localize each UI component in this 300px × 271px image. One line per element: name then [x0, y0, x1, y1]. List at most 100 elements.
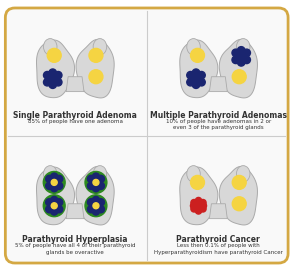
Text: Single Parathyroid Adenoma: Single Parathyroid Adenoma: [13, 111, 137, 120]
Ellipse shape: [93, 166, 107, 182]
Circle shape: [97, 199, 104, 206]
Circle shape: [243, 56, 250, 64]
Ellipse shape: [236, 38, 250, 55]
Circle shape: [87, 175, 94, 182]
Circle shape: [85, 195, 107, 217]
Text: 10% of people have adenomas in 2 or
even 3 of the parathyroid glands: 10% of people have adenomas in 2 or even…: [166, 119, 271, 130]
Circle shape: [51, 179, 57, 185]
Circle shape: [49, 75, 56, 82]
Circle shape: [56, 206, 63, 213]
Circle shape: [92, 185, 100, 192]
Circle shape: [232, 197, 246, 211]
Polygon shape: [37, 40, 75, 98]
Circle shape: [51, 173, 58, 180]
Circle shape: [237, 47, 245, 54]
Circle shape: [93, 179, 99, 185]
Circle shape: [92, 208, 100, 215]
Circle shape: [43, 195, 65, 217]
Circle shape: [232, 70, 246, 84]
Circle shape: [92, 202, 100, 209]
Polygon shape: [37, 167, 75, 225]
Circle shape: [97, 182, 104, 189]
Circle shape: [56, 199, 63, 206]
Circle shape: [93, 203, 99, 209]
Circle shape: [87, 199, 94, 206]
Ellipse shape: [236, 166, 250, 182]
Circle shape: [200, 206, 206, 212]
Circle shape: [85, 172, 107, 193]
Circle shape: [192, 81, 200, 88]
Ellipse shape: [187, 38, 200, 55]
Circle shape: [89, 49, 103, 62]
Circle shape: [191, 199, 197, 206]
Circle shape: [198, 72, 205, 79]
Circle shape: [243, 49, 250, 57]
Circle shape: [49, 81, 56, 88]
Circle shape: [97, 206, 104, 213]
FancyBboxPatch shape: [5, 8, 288, 263]
Polygon shape: [76, 166, 114, 225]
Circle shape: [51, 185, 58, 192]
Circle shape: [47, 49, 61, 62]
Polygon shape: [76, 39, 114, 98]
Text: Parathyroid Hyperplasia: Parathyroid Hyperplasia: [22, 235, 128, 244]
Circle shape: [195, 208, 202, 214]
Circle shape: [92, 173, 100, 180]
Text: 85% of people have one adenoma: 85% of people have one adenoma: [28, 119, 123, 124]
Circle shape: [46, 182, 53, 189]
Text: Parathyroid Cancer: Parathyroid Cancer: [176, 235, 260, 244]
Circle shape: [237, 59, 245, 66]
Circle shape: [51, 202, 58, 209]
Circle shape: [200, 203, 206, 209]
Circle shape: [198, 78, 205, 86]
Circle shape: [191, 206, 197, 212]
Circle shape: [192, 75, 200, 82]
Circle shape: [232, 56, 239, 64]
Circle shape: [195, 203, 202, 209]
Circle shape: [89, 70, 103, 84]
Polygon shape: [219, 39, 257, 98]
Ellipse shape: [93, 38, 107, 55]
Polygon shape: [66, 77, 84, 92]
Circle shape: [51, 179, 58, 186]
Circle shape: [195, 198, 202, 204]
Circle shape: [54, 78, 62, 86]
Circle shape: [51, 196, 58, 204]
Polygon shape: [180, 167, 218, 225]
Circle shape: [232, 49, 239, 57]
Circle shape: [51, 208, 58, 215]
Text: Multiple Parathyroid Adenomas: Multiple Parathyroid Adenomas: [150, 111, 287, 120]
Circle shape: [49, 69, 56, 76]
Circle shape: [56, 175, 63, 182]
Circle shape: [51, 203, 57, 209]
Polygon shape: [219, 166, 257, 225]
Polygon shape: [180, 40, 218, 98]
Circle shape: [87, 206, 94, 213]
Circle shape: [46, 175, 53, 182]
Circle shape: [187, 78, 194, 86]
Circle shape: [190, 203, 197, 209]
Circle shape: [56, 182, 63, 189]
Circle shape: [190, 49, 205, 62]
Ellipse shape: [44, 38, 57, 55]
Ellipse shape: [44, 166, 57, 182]
Circle shape: [44, 72, 51, 79]
Circle shape: [237, 53, 245, 60]
Text: 5% of people have all 4 of their parathyroid
glands be overactive: 5% of people have all 4 of their parathy…: [15, 243, 135, 254]
Circle shape: [192, 69, 200, 76]
Circle shape: [54, 72, 62, 79]
Circle shape: [200, 199, 206, 206]
Circle shape: [43, 172, 65, 193]
Circle shape: [46, 206, 53, 213]
Circle shape: [46, 199, 53, 206]
Circle shape: [92, 196, 100, 204]
Circle shape: [44, 78, 51, 86]
Circle shape: [87, 182, 94, 189]
Polygon shape: [66, 204, 84, 219]
Circle shape: [187, 72, 194, 79]
Polygon shape: [209, 77, 227, 92]
Circle shape: [92, 179, 100, 186]
Circle shape: [232, 175, 246, 189]
Ellipse shape: [187, 166, 200, 182]
Text: Less then 0.1% of people with
Hyperparathyroidism have parathyroid Cancer: Less then 0.1% of people with Hyperparat…: [154, 243, 283, 254]
